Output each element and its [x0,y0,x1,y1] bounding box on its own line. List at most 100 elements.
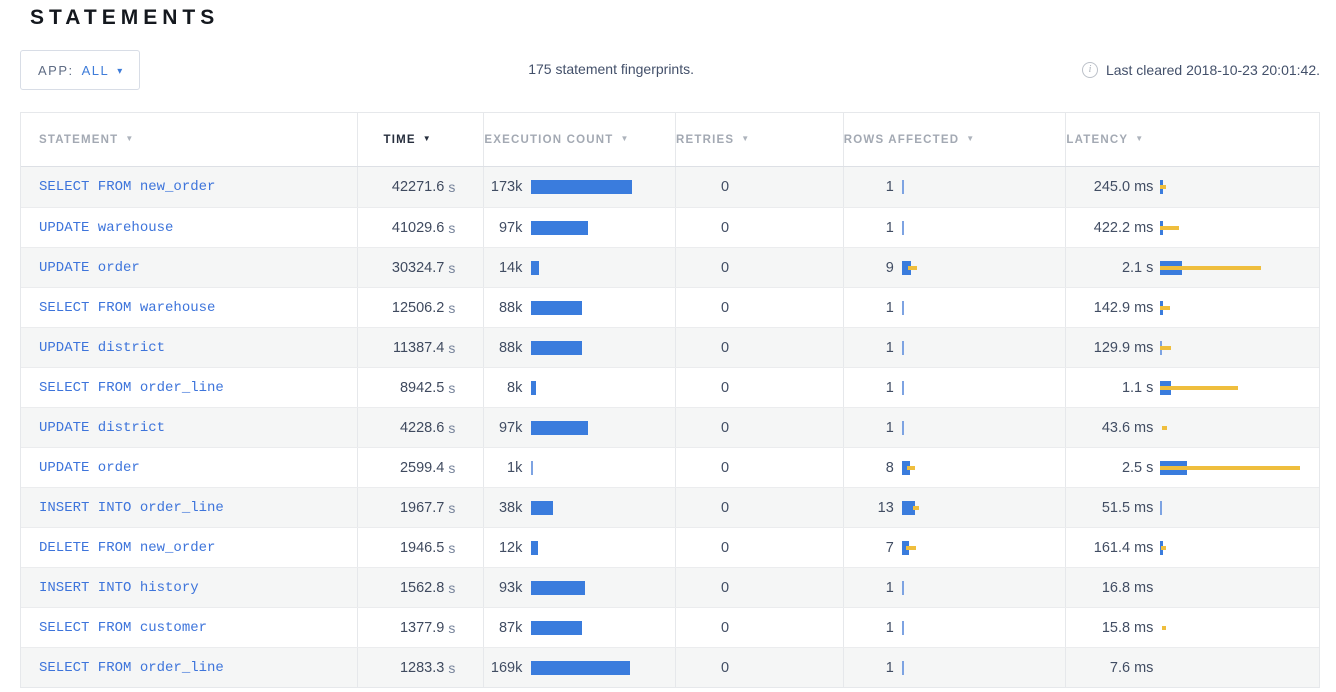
retries-value: 0 [720,659,730,676]
rows-affected-value: 1 [885,419,894,436]
statement-link[interactable]: SELECT FROM new_order [39,179,216,195]
time-cell: 12506.2 s [357,288,483,327]
column-header-statement[interactable]: STATEMENT ▼ [21,113,357,166]
statement-cell: SELECT FROM new_order [21,167,357,207]
time-value: 30324.7 [391,259,445,276]
column-header-label: STATEMENT [39,133,119,146]
latency-value: 142.9 ms [1093,299,1154,316]
table-row: UPDATE order 30324.7 s 14k 0 9 2.1 s [21,247,1319,287]
rows-affected-cell: 1 [842,408,1066,447]
statement-link[interactable]: UPDATE order [39,259,140,276]
column-header-retries[interactable]: RETRIES ▼ [675,113,843,166]
statement-link[interactable]: UPDATE order [39,459,140,476]
statement-cell: SELECT FROM warehouse [21,288,357,327]
statement-link[interactable]: INSERT INTO history [39,579,199,596]
time-cell: 1562.8 s [357,568,483,607]
rows-affected-bar-mean [901,660,904,675]
latency-cell: 2.1 s [1065,248,1319,287]
latency-cell: 422.2 ms [1065,208,1319,247]
column-header-label: RETRIES [676,133,735,146]
column-header-latency[interactable]: LATENCY ▼ [1065,113,1319,166]
statement-link[interactable]: UPDATE warehouse [39,219,174,236]
execution-count-bar [531,620,675,636]
time-unit: s [448,299,456,316]
statement-link[interactable]: UPDATE district [39,419,166,436]
rows-affected-value: 1 [885,659,894,676]
time-unit: s [448,659,456,676]
execution-count-cell: 14k [483,248,675,287]
time-value: 11387.4 [393,339,445,356]
execution-count-bar-mean [531,180,633,194]
time-cell: 30324.7 s [357,248,483,287]
rows-affected-bar-mean [901,420,904,435]
latency-cell: 15.8 ms [1065,608,1319,647]
statement-link[interactable]: SELECT FROM customer [39,619,208,636]
execution-count-value: 88k [498,339,523,356]
rows-affected-value: 1 [885,339,894,356]
table-row: SELECT FROM customer 1377.9 s 87k 0 1 15.8 ms [21,607,1319,647]
execution-count-cell: 1k [483,448,675,487]
statement-count-summary: 175 statement fingerprints. [528,61,694,77]
retries-value: 0 [720,259,730,276]
statement-link[interactable]: DELETE FROM new_order [39,539,216,556]
execution-count-bar [531,300,675,316]
execution-count-cell: 87k [483,608,675,647]
rows-affected-value: 7 [885,539,894,556]
execution-count-bar [531,460,675,476]
latency-value: 1.1 s [1121,379,1154,396]
time-value: 2599.4 [399,459,445,476]
time-cell: 1377.9 s [357,608,483,647]
execution-count-value: 8k [507,379,523,396]
statement-cell: UPDATE district [21,328,357,367]
table-row: UPDATE warehouse 41029.6 s 97k 0 1 422.2 ms [21,207,1319,247]
execution-count-bar-mean [531,460,534,475]
latency-value: 2.5 s [1121,459,1154,476]
execution-count-bar [531,420,675,436]
time-unit: s [448,539,456,556]
execution-count-bar-mean [531,220,589,235]
statement-link[interactable]: SELECT FROM warehouse [39,299,216,316]
statement-link[interactable]: SELECT FROM order_line [39,379,224,396]
execution-count-cell: 169k [483,648,675,687]
retries-cell: 0 [675,408,843,447]
time-value: 1946.5 [399,539,445,556]
statement-link[interactable]: SELECT FROM order_line [39,659,224,676]
table-row: UPDATE district 4228.6 s 97k 0 1 43.6 ms [21,407,1319,447]
latency-value: 129.9 ms [1093,339,1154,356]
execution-count-value: 87k [498,619,523,636]
time-value: 1283.3 [399,659,445,676]
column-header-rows-affected[interactable]: ROWS AFFECTED ▼ [842,113,1066,166]
column-header-label: ROWS AFFECTED [843,133,960,146]
retries-cell: 0 [675,328,843,367]
column-header-time[interactable]: TIME ▼ [357,113,483,166]
statement-cell: INSERT INTO order_line [21,488,357,527]
statement-cell: DELETE FROM new_order [21,528,357,567]
rows-affected-bar [901,660,1066,676]
info-icon[interactable]: i [1081,62,1098,78]
table-row: INSERT INTO order_line 1967.7 s 38k 0 13 51.5 … [21,487,1319,527]
time-unit: s [448,459,456,476]
statement-link[interactable]: INSERT INTO order_line [39,499,224,516]
retries-cell: 0 [675,208,843,247]
rows-affected-cell: 13 [842,488,1066,527]
latency-bar-stddev [1160,305,1171,310]
time-cell: 11387.4 s [357,328,483,367]
column-header-execution-count[interactable]: EXECUTION COUNT ▼ [483,113,675,166]
retries-cell: 0 [675,448,843,487]
retries-value: 0 [720,579,730,596]
table-row: UPDATE order 2599.4 s 1k 0 8 2.5 s [21,447,1319,487]
statement-link[interactable]: UPDATE district [39,339,166,356]
latency-bar-stddev [1162,625,1167,630]
statement-cell: SELECT FROM order_line [21,648,357,687]
latency-bar-stddev [1160,465,1301,470]
execution-count-bar [531,179,675,195]
execution-count-cell: 97k [483,408,675,447]
app-filter-dropdown[interactable]: APP: ALL ▾ [20,50,141,90]
time-value: 41029.6 [391,219,445,236]
latency-bar [1160,380,1319,396]
time-value: 4228.6 [399,419,445,436]
rows-affected-bar [901,340,1066,356]
statement-cell: SELECT FROM customer [21,608,357,647]
time-cell: 41029.6 s [357,208,483,247]
rows-affected-value: 1 [885,299,894,316]
